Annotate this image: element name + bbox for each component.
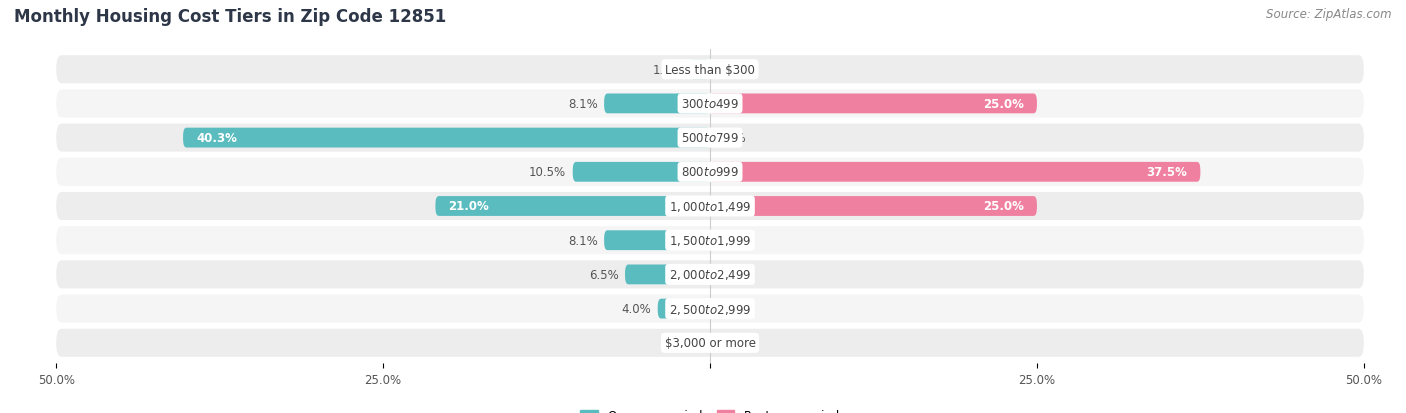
FancyBboxPatch shape [605,231,710,251]
FancyBboxPatch shape [710,162,1201,182]
FancyBboxPatch shape [56,329,1364,357]
Text: $500 to $799: $500 to $799 [681,132,740,145]
Text: 1.6%: 1.6% [652,64,682,76]
Text: 0.0%: 0.0% [673,337,703,349]
FancyBboxPatch shape [56,261,1364,289]
FancyBboxPatch shape [56,56,1364,84]
Text: Monthly Housing Cost Tiers in Zip Code 12851: Monthly Housing Cost Tiers in Zip Code 1… [14,8,446,26]
Text: 10.5%: 10.5% [529,166,567,179]
FancyBboxPatch shape [56,159,1364,186]
FancyBboxPatch shape [605,94,710,114]
Text: 0.0%: 0.0% [717,132,747,145]
Text: $300 to $499: $300 to $499 [681,97,740,111]
FancyBboxPatch shape [710,94,1038,114]
Text: Less than $300: Less than $300 [665,64,755,76]
Text: 37.5%: 37.5% [1146,166,1187,179]
FancyBboxPatch shape [710,197,1038,216]
Text: 0.0%: 0.0% [717,337,747,349]
FancyBboxPatch shape [689,60,710,80]
Text: 0.0%: 0.0% [717,64,747,76]
Legend: Owner-occupied, Renter-occupied: Owner-occupied, Renter-occupied [575,404,845,413]
Text: 0.0%: 0.0% [717,268,747,281]
Text: 6.5%: 6.5% [589,268,619,281]
Text: 40.3%: 40.3% [197,132,238,145]
Text: $1,000 to $1,499: $1,000 to $1,499 [669,199,751,214]
FancyBboxPatch shape [626,265,710,285]
Text: 8.1%: 8.1% [568,234,598,247]
Text: 0.0%: 0.0% [717,234,747,247]
Text: 4.0%: 4.0% [621,302,651,316]
FancyBboxPatch shape [56,227,1364,254]
FancyBboxPatch shape [572,162,710,182]
Text: 25.0%: 25.0% [983,97,1024,111]
Text: 21.0%: 21.0% [449,200,489,213]
FancyBboxPatch shape [658,299,710,319]
Text: 0.0%: 0.0% [717,302,747,316]
Text: $2,500 to $2,999: $2,500 to $2,999 [669,302,751,316]
FancyBboxPatch shape [436,197,710,216]
FancyBboxPatch shape [56,192,1364,221]
Text: $800 to $999: $800 to $999 [681,166,740,179]
Text: $1,500 to $1,999: $1,500 to $1,999 [669,234,751,248]
Text: 8.1%: 8.1% [568,97,598,111]
Text: $2,000 to $2,499: $2,000 to $2,499 [669,268,751,282]
Text: Source: ZipAtlas.com: Source: ZipAtlas.com [1267,8,1392,21]
FancyBboxPatch shape [56,295,1364,323]
Text: $3,000 or more: $3,000 or more [665,337,755,349]
Text: 25.0%: 25.0% [983,200,1024,213]
FancyBboxPatch shape [56,90,1364,118]
FancyBboxPatch shape [183,128,710,148]
FancyBboxPatch shape [56,124,1364,152]
